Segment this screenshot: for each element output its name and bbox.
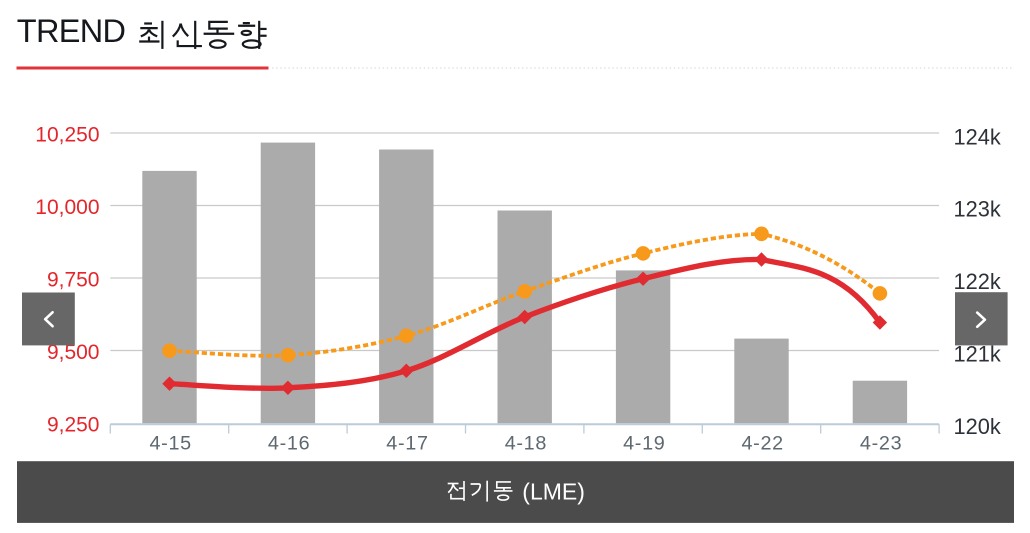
svg-text:10,250: 10,250 (35, 124, 99, 147)
svg-text:4-16: 4-16 (268, 433, 310, 455)
svg-text:TREND: TREND (17, 13, 125, 49)
svg-text:(LME): (LME) (522, 478, 585, 504)
svg-text:123k: 123k (954, 197, 1001, 222)
svg-text:4-19: 4-19 (623, 433, 665, 455)
svg-text:4-15: 4-15 (149, 433, 191, 455)
svg-text:9,250: 9,250 (47, 413, 100, 436)
svg-text:10,000: 10,000 (35, 196, 99, 219)
svg-text:120k: 120k (954, 414, 1001, 439)
svg-text:4-23: 4-23 (860, 433, 902, 455)
svg-text:122k: 122k (954, 269, 1001, 294)
svg-text:124k: 124k (954, 124, 1001, 149)
svg-text:4-22: 4-22 (741, 433, 783, 455)
svg-text:9,750: 9,750 (47, 269, 100, 292)
svg-text:9,500: 9,500 (47, 341, 100, 364)
svg-text:4-17: 4-17 (386, 433, 428, 455)
svg-text:4-18: 4-18 (505, 433, 547, 455)
svg-text:121k: 121k (954, 342, 1001, 367)
